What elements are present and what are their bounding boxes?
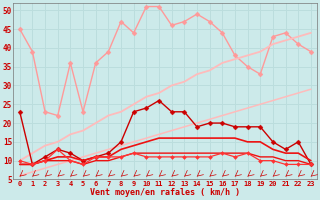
- X-axis label: Vent moyen/en rafales ( km/h ): Vent moyen/en rafales ( km/h ): [90, 188, 240, 197]
